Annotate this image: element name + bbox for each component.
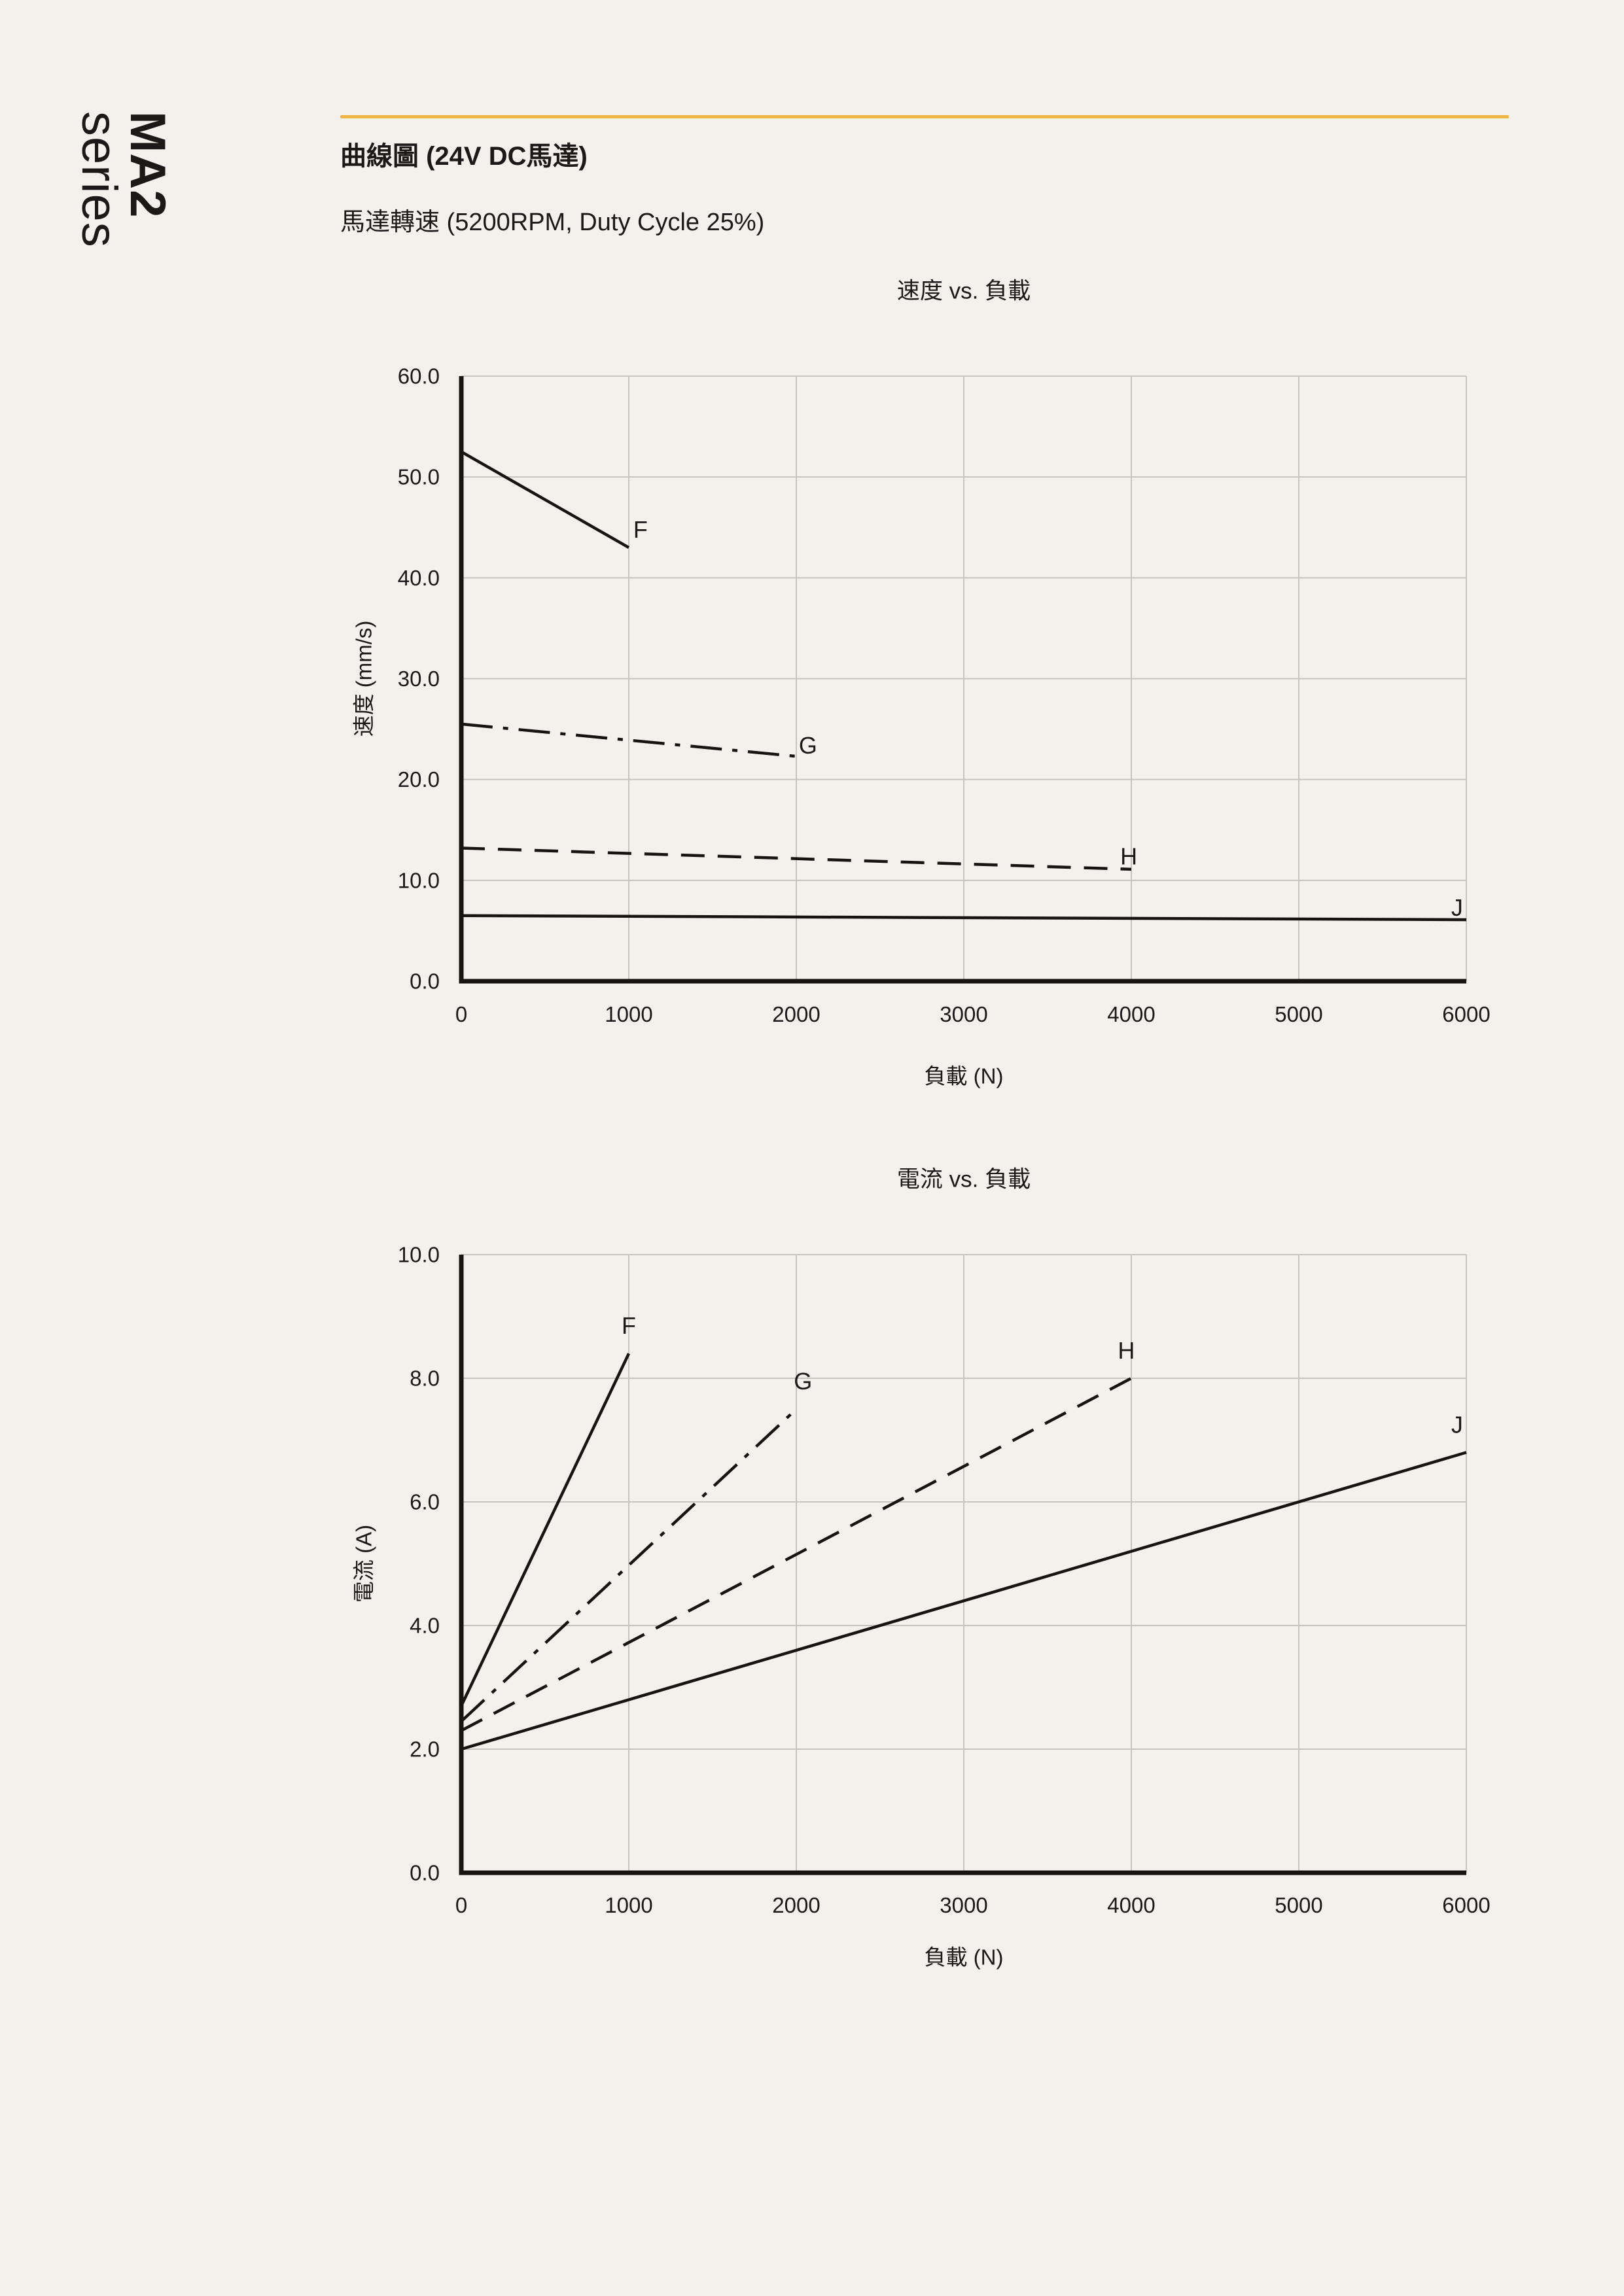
y-tick-label: 50.0 — [398, 465, 440, 489]
header-accent-rule — [340, 115, 1509, 118]
y-tick-label: 4.0 — [410, 1614, 440, 1638]
series-F-label: F — [622, 1312, 636, 1339]
x-tick-label: 4000 — [1107, 1893, 1155, 1917]
chart-title: 速度 vs. 負載 — [897, 279, 1031, 304]
y-tick-label: 0.0 — [410, 969, 440, 994]
series-G-label: G — [799, 732, 817, 759]
x-tick-label: 2000 — [772, 1002, 820, 1026]
y-tick-label: 2.0 — [410, 1737, 440, 1762]
x-tick-label: 5000 — [1275, 1002, 1322, 1026]
x-tick-label: 5000 — [1275, 1893, 1322, 1917]
x-tick-label: 2000 — [772, 1893, 820, 1917]
series-F-line — [459, 1353, 631, 1707]
page-title: 曲線圖 (24V DC馬達) — [340, 142, 588, 171]
x-tick-label: 6000 — [1442, 1893, 1490, 1917]
x-tick-label: 6000 — [1442, 1002, 1490, 1026]
x-axis-title: 負載 (N) — [925, 1064, 1004, 1088]
series-J-label: J — [1451, 1411, 1463, 1438]
series-F-label: F — [633, 516, 648, 543]
x-tick-label: 0 — [455, 1893, 467, 1917]
y-tick-label: 0.0 — [410, 1861, 440, 1885]
y-tick-label: 30.0 — [398, 667, 440, 691]
series-H-line — [460, 1377, 1133, 1732]
page-subtitle: 馬達轉速 (5200RPM, Duty Cycle 25%) — [340, 209, 765, 236]
y-tick-label: 60.0 — [398, 364, 440, 389]
x-tick-label: 1000 — [605, 1893, 652, 1917]
y-axis-title: 速度 (mm/s) — [352, 621, 376, 737]
y-tick-label: 40.0 — [398, 566, 440, 590]
x-tick-label: 3000 — [940, 1893, 987, 1917]
series-J-line — [461, 914, 1467, 922]
y-tick-label: 6.0 — [410, 1490, 440, 1514]
series-F-line — [460, 450, 630, 549]
x-tick-label: 1000 — [605, 1002, 652, 1026]
series-H-line — [461, 846, 1132, 871]
x-axis-title: 負載 (N) — [925, 1945, 1004, 1970]
x-tick-label: 4000 — [1107, 1002, 1155, 1026]
y-axis-title: 電流 (A) — [352, 1525, 376, 1603]
y-tick-label: 8.0 — [410, 1366, 440, 1391]
series-J-label: J — [1451, 894, 1463, 921]
x-tick-label: 3000 — [940, 1002, 987, 1026]
series-G-label: G — [794, 1368, 812, 1395]
series-G-line — [460, 1408, 798, 1723]
x-tick-label: 0 — [455, 1002, 467, 1026]
chart-title: 電流 vs. 負載 — [897, 1167, 1031, 1192]
series-H-label: H — [1120, 843, 1137, 869]
y-tick-label: 10.0 — [398, 1243, 440, 1267]
y-tick-label: 20.0 — [398, 767, 440, 791]
series-H-label: H — [1118, 1337, 1135, 1364]
series-J-line — [461, 1451, 1467, 1751]
y-tick-label: 10.0 — [398, 868, 440, 892]
